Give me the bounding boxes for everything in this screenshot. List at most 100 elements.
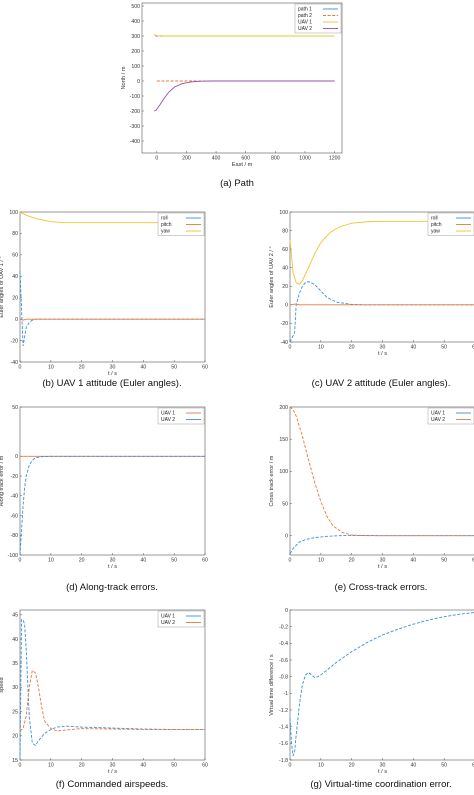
legend-label: UAV 1 <box>298 20 312 26</box>
y-tick-label: -60 <box>11 513 19 519</box>
series-line-yaw <box>289 220 474 286</box>
x-tick-label: 10 <box>48 558 54 564</box>
y-tick-label: -40 <box>281 340 289 346</box>
x-tick-label: 0 <box>19 763 22 769</box>
y-tick-label: 50 <box>282 501 288 507</box>
x-tick-label: 30 <box>110 365 116 371</box>
series-line-uav-1 <box>19 619 205 761</box>
x-tick-label: 30 <box>380 763 386 769</box>
axes-frame <box>19 609 206 761</box>
x-tick-label: 10 <box>48 763 54 769</box>
y-axis-label: Euler angles of UAV 2 / ° <box>269 246 275 308</box>
y-tick-label: 40 <box>12 274 18 280</box>
y-tick-label: -300 <box>130 124 140 130</box>
x-tick-label: 10 <box>318 558 324 564</box>
x-axis-label: t / s <box>108 371 117 377</box>
x-tick-label: 60 <box>472 558 474 564</box>
x-tick-label: 0 <box>155 156 158 162</box>
y-tick-label: -1.8 <box>279 758 288 764</box>
y-tick-label: -1.4 <box>279 724 288 730</box>
y-tick-label: 150 <box>279 437 288 443</box>
chart-caption: (a) Path <box>220 178 254 189</box>
y-tick-label: 200 <box>279 405 288 411</box>
x-tick-label: 400 <box>212 156 221 162</box>
legend-label: UAV 2 <box>161 620 175 626</box>
y-tick-label: -20 <box>281 321 289 327</box>
x-tick-label: 20 <box>349 558 355 564</box>
series-line-pitch <box>289 303 474 306</box>
x-tick-label: 50 <box>441 558 447 564</box>
y-tick-label: 60 <box>12 253 18 259</box>
series-line-roll <box>289 281 474 343</box>
chart-a: 0 200 400 600 800 1000 12005004003002001000-10… <box>121 2 343 189</box>
chart-e: 0 10 20 30 40 50 60 200 150 100 50 0 t / s Cross trac… <box>269 405 474 593</box>
y-tick-label: -100 <box>130 94 140 100</box>
y-tick-label: 0 <box>285 608 288 614</box>
chart-f: 0 10 20 30 40 50 60 45 40 35 30 25 20 15 t / s speed UAV… <box>0 609 208 790</box>
axes-frame <box>289 406 474 556</box>
legend-label: roll <box>161 216 168 222</box>
legend-label: UAV 1 <box>161 411 175 417</box>
legend-label: yaw <box>431 229 440 235</box>
x-tick-label: 40 <box>140 558 146 564</box>
legend-box <box>427 407 474 425</box>
chart-caption: (f) Commanded airspeeds. <box>56 779 168 790</box>
axes-frame <box>141 2 343 154</box>
y-tick-label: -0.2 <box>279 624 288 630</box>
y-tick-label: 500 <box>131 4 140 10</box>
x-tick-label: 30 <box>380 558 386 564</box>
x-tick-label: 40 <box>410 345 416 351</box>
x-tick-label: 1000 <box>299 156 311 162</box>
x-tick-label: 50 <box>441 345 447 351</box>
x-axis-label: t / s <box>108 564 117 570</box>
legend-label: pitch <box>161 222 172 228</box>
x-tick-label: 20 <box>349 345 355 351</box>
chart-g: 0 10 20 30 40 50 60 0 -0.2 -0.4 -0.6 -0.8 -1 -1.2 -1.4… <box>269 608 474 790</box>
legend-label: UAV 1 <box>161 614 175 620</box>
legend-label: UAV 1 <box>431 411 445 417</box>
x-tick-label: 200 <box>182 156 191 162</box>
y-tick-label: 0 <box>285 303 288 309</box>
y-tick-label: 400 <box>131 19 140 25</box>
y-tick-label: -20 <box>11 474 19 480</box>
chart-d: 0 10 20 30 40 50 60 50 0 -20 -40 -60 -80 -100 t / s Alo… <box>0 405 208 593</box>
y-tick-label: 45 <box>12 613 18 619</box>
y-tick-label: 100 <box>9 210 18 216</box>
x-tick-label: 40 <box>140 763 146 769</box>
axes-frame <box>19 406 206 556</box>
y-tick-label: 0 <box>15 317 18 323</box>
y-axis-label: North / m <box>121 66 127 89</box>
x-tick-label: 60 <box>202 365 208 371</box>
y-tick-label: -20 <box>11 338 19 344</box>
x-tick-label: 40 <box>410 763 416 769</box>
series-line-pitch <box>19 318 205 321</box>
chart-caption: (b) UAV 1 attitude (Euler angles). <box>42 378 181 389</box>
y-tick-label: 20 <box>12 296 18 302</box>
y-tick-label: 50 <box>12 405 18 411</box>
legend-box <box>427 212 474 236</box>
y-tick-label: 0 <box>137 79 140 85</box>
y-tick-label: 60 <box>282 247 288 253</box>
y-tick-label: 40 <box>12 637 18 643</box>
x-tick-label: 1200 <box>329 156 341 162</box>
series-line-uav-1 <box>153 34 335 37</box>
legend-box <box>157 610 205 628</box>
y-tick-label: -200 <box>130 109 140 115</box>
series-line-uav-2 <box>153 80 335 112</box>
x-tick-label: 50 <box>171 763 177 769</box>
legend-label: yaw <box>161 229 170 235</box>
y-tick-label: 100 <box>279 210 288 216</box>
x-tick-label: 20 <box>79 763 85 769</box>
y-tick-label: 40 <box>282 266 288 272</box>
y-tick-label: -40 <box>11 494 19 500</box>
x-tick-label: 10 <box>48 365 54 371</box>
y-tick-label: -1.2 <box>279 708 288 714</box>
legend-label: roll <box>431 216 438 222</box>
x-tick-label: 40 <box>410 558 416 564</box>
legend-label: UAV 2 <box>431 417 445 423</box>
y-axis-label: Euler angles of UAV 1 / ° <box>0 256 5 318</box>
chart-b: 0 10 20 30 40 50 60 100 80 60 40 20 0 -20 -40 t / s Eule… <box>0 210 208 389</box>
y-tick-label: -0.6 <box>279 658 288 664</box>
legend-label: UAV 2 <box>161 417 175 423</box>
